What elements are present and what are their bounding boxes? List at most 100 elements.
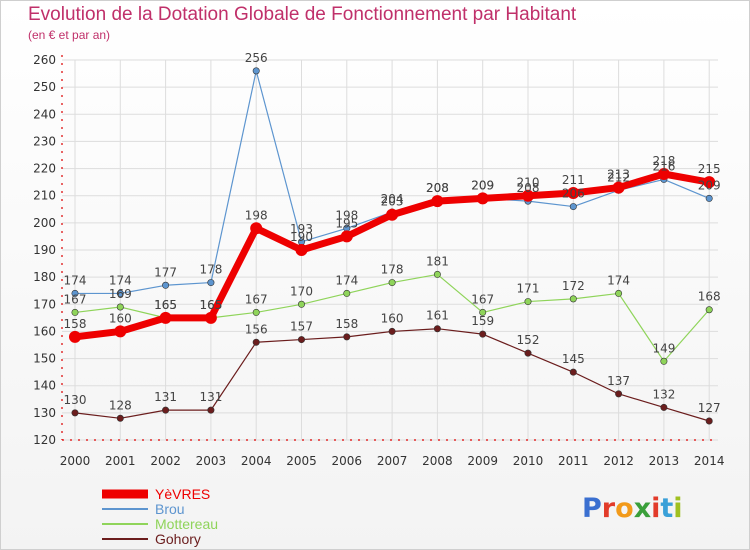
data-label-y-vres: 165 — [199, 298, 222, 312]
data-label-y-vres: 203 — [381, 195, 404, 209]
y-tick-label: 200 — [33, 216, 56, 230]
data-point-y-vres — [522, 189, 534, 202]
data-point-gohory — [116, 414, 124, 422]
data-label-mottereau: 168 — [698, 290, 721, 304]
legend-label-mottereau: Mottereau — [155, 516, 218, 532]
legend-label-brou: Brou — [155, 501, 185, 517]
data-point-y-vres — [612, 181, 625, 194]
proxiti-logo-letter: i — [673, 493, 682, 524]
data-point-y-vres — [204, 311, 217, 324]
data-point-mottereau — [71, 308, 79, 316]
data-label-y-vres: 218 — [652, 154, 675, 168]
data-point-y-vres — [295, 244, 308, 256]
data-point-gohory — [433, 325, 441, 333]
data-label-brou: 198 — [335, 208, 358, 222]
y-tick-label: 210 — [33, 189, 56, 203]
data-point-gohory — [615, 390, 623, 398]
data-label-mottereau: 165 — [154, 298, 177, 312]
data-label-y-vres: 210 — [517, 176, 540, 190]
data-label-brou: 206 — [562, 187, 585, 201]
data-label-gohory: 160 — [381, 311, 404, 325]
x-tick-label: 2009 — [467, 454, 498, 468]
data-point-y-vres — [159, 311, 172, 324]
x-tick-label: 2011 — [558, 454, 589, 468]
data-point-gohory — [705, 417, 713, 425]
data-label-y-vres: 158 — [64, 317, 87, 331]
data-point-mottereau — [388, 279, 396, 287]
data-label-mottereau: 171 — [517, 282, 540, 296]
y-tick-label: 240 — [33, 107, 56, 121]
chart-title: Evolution de la Dotation Globale de Fonc… — [28, 4, 577, 25]
data-label-brou: 216 — [652, 159, 675, 173]
data-label-mottereau: 178 — [381, 263, 404, 277]
x-tick-label: 2007 — [377, 454, 408, 468]
data-label-y-vres: 160 — [109, 311, 132, 325]
data-label-y-vres: 211 — [562, 173, 585, 187]
data-label-gohory: 158 — [335, 317, 358, 331]
data-label-brou: 204 — [381, 192, 404, 206]
data-point-mottereau — [705, 306, 713, 314]
data-point-mottereau — [116, 303, 124, 311]
y-tick-label: 230 — [33, 134, 56, 148]
x-tick-label: 2004 — [241, 454, 272, 468]
x-tick-label: 2013 — [649, 454, 680, 468]
data-label-mottereau: 174 — [335, 273, 358, 287]
data-label-mottereau: 170 — [290, 284, 313, 298]
y-tick-label: 180 — [33, 270, 56, 284]
data-label-y-vres: 190 — [290, 230, 313, 244]
data-point-y-vres — [69, 330, 81, 343]
data-point-mottereau — [252, 308, 260, 316]
data-label-brou: 208 — [517, 181, 540, 195]
data-point-gohory — [252, 338, 260, 346]
data-point-mottereau — [615, 289, 623, 297]
data-label-mottereau: 167 — [471, 292, 494, 306]
y-tick-label: 120 — [33, 433, 56, 447]
x-tick-label: 2014 — [694, 454, 725, 468]
x-tick-label: 2006 — [332, 454, 363, 468]
data-label-gohory: 127 — [698, 401, 721, 415]
x-tick-label: 2010 — [513, 454, 544, 468]
data-label-brou: 178 — [199, 263, 222, 277]
x-tick-label: 2003 — [196, 454, 227, 468]
data-point-mottereau — [479, 308, 487, 316]
data-label-mottereau: 167 — [245, 292, 268, 306]
data-label-brou: 209 — [471, 178, 494, 192]
data-point-gohory — [569, 368, 577, 376]
data-label-gohory: 130 — [64, 393, 87, 407]
data-label-y-vres: 209 — [471, 178, 494, 192]
data-label-y-vres: 215 — [698, 162, 721, 176]
data-label-brou: 177 — [154, 265, 177, 279]
y-tick-label: 130 — [33, 406, 56, 420]
proxiti-logo-letter: i — [651, 493, 660, 524]
proxiti-logo-letter: P — [582, 493, 602, 524]
data-point-gohory — [207, 406, 215, 414]
data-label-brou: 193 — [290, 222, 313, 236]
data-label-gohory: 159 — [471, 314, 494, 328]
data-point-y-vres — [657, 168, 670, 180]
y-tick-label: 140 — [33, 379, 56, 393]
data-point-mottereau — [524, 298, 532, 306]
data-point-mottereau — [660, 357, 668, 365]
data-label-brou: 174 — [109, 273, 132, 287]
axes: 120 130 140 150 160 170 180 190 200 210 220 230 240 2… — [33, 53, 724, 468]
x-tick-label: 2005 — [286, 454, 317, 468]
x-tick-label: 2001 — [105, 454, 136, 468]
proxiti-logo-letter: t — [660, 493, 673, 524]
data-point-y-vres — [567, 187, 580, 199]
x-tick-label: 2002 — [150, 454, 181, 468]
data-label-brou: 212 — [607, 170, 630, 184]
legend-label-gohory: Gohory — [155, 531, 201, 547]
y-tick-label: 160 — [33, 324, 56, 338]
data-point-y-vres — [476, 192, 489, 205]
data-label-gohory: 132 — [652, 387, 675, 401]
proxiti-logo-text: Proxiti — [582, 493, 683, 524]
data-point-y-vres — [703, 176, 716, 189]
proxiti-logo-letter: x — [634, 493, 651, 524]
data-point-brou — [252, 67, 260, 75]
data-label-mottereau: 149 — [652, 341, 675, 355]
data-point-y-vres — [340, 230, 353, 243]
data-label-gohory: 137 — [607, 374, 630, 388]
